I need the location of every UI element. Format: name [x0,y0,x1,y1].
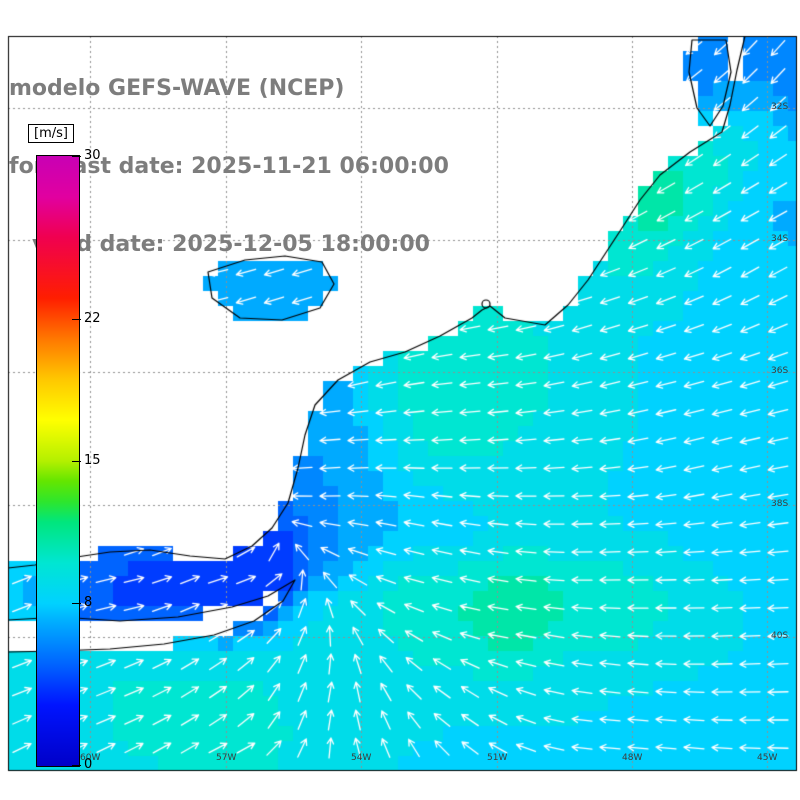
lon-label: 48W [622,753,643,763]
colorbar-tick-8: 8 [72,595,118,610]
colorbar-tick-0: 0 [72,757,118,772]
tick-mark [72,156,81,157]
lat-label: 38S [771,499,789,509]
lat-label: 36S [771,366,789,376]
lon-label: 54W [351,753,372,763]
lat-label: 34S [771,234,789,244]
tick-label: 22 [84,311,101,326]
tick-label: 8 [84,595,93,610]
tick-label: 30 [84,148,101,163]
tick-label: 0 [84,757,93,772]
lon-label: 51W [487,753,508,763]
lon-label: 60W [80,753,101,763]
colorbar-tick-30: 30 [72,148,118,163]
lon-label: 57W [216,753,237,763]
colorbar-unit-label: [m/s] [28,124,74,143]
tick-mark [72,603,81,604]
lat-label: 32S [771,102,789,112]
lat-label: 40S [771,631,789,641]
colorbar-tick-15: 15 [72,453,118,468]
tick-label: 15 [84,453,101,468]
tick-mark [72,461,81,462]
tick-mark [72,765,81,766]
model-name-line: modelo GEFS-WAVE (NCEP) [9,76,345,101]
lon-label: 45W [757,753,778,763]
colorbar-tick-22: 22 [72,311,118,326]
tick-mark [72,319,81,320]
